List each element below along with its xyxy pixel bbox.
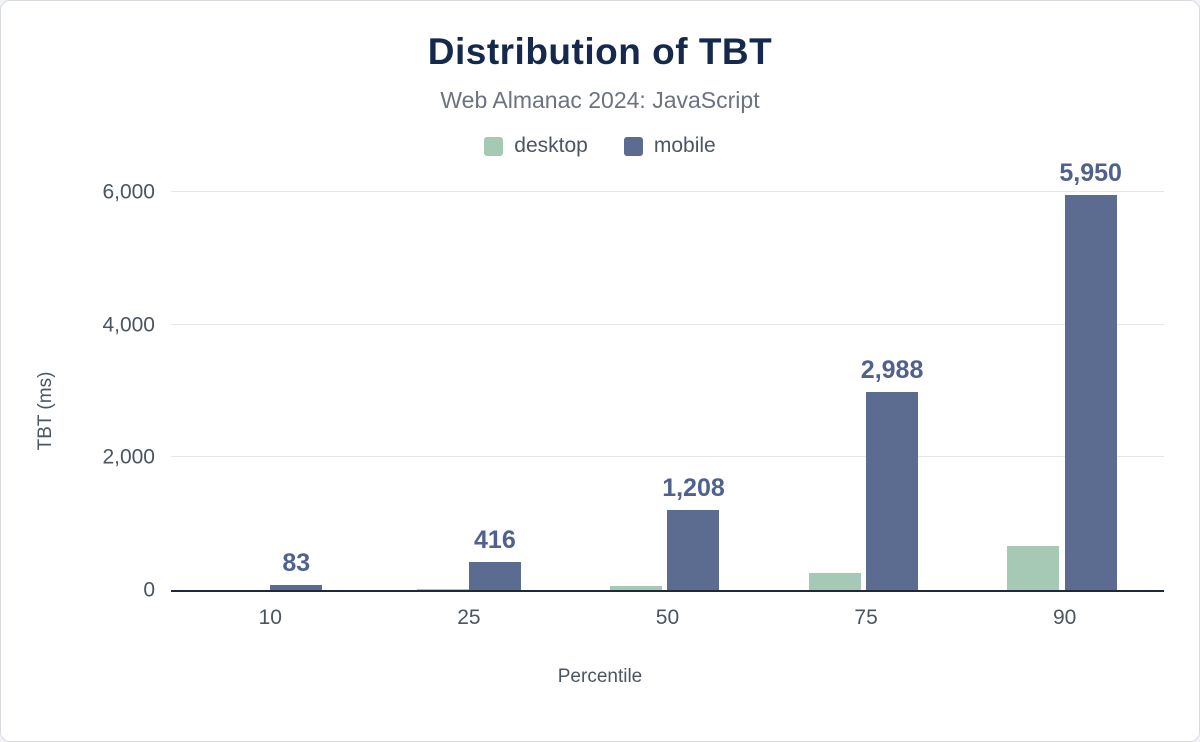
legend-item-mobile[interactable]: mobile: [623, 134, 716, 158]
mobile-bar-col: 2,988: [860, 192, 924, 590]
gridline: [171, 323, 1164, 325]
bar-group-p10: 83: [171, 192, 370, 590]
x-tick-label: 50: [655, 606, 680, 629]
chart-area: TBT (ms) 0 2,000 4,000 6,000 83 416 1,208 2,98…: [35, 161, 1164, 630]
desktop-bar[interactable]: [610, 585, 663, 590]
mobile-bar[interactable]: [270, 584, 323, 590]
bar-group-p50: 1,208: [568, 192, 767, 590]
mobile-bar[interactable]: [468, 562, 521, 590]
mobile-value-label: 5,950: [1059, 159, 1122, 188]
y-tick-label: 0: [143, 578, 155, 602]
bar-group-p75: 2,988: [767, 192, 966, 590]
mobile-bar[interactable]: [866, 391, 919, 590]
gridline: [171, 456, 1164, 458]
legend-label: mobile: [653, 134, 716, 157]
y-ticks: 0 2,000 4,000 6,000: [35, 182, 155, 601]
y-tick-label: 2,000: [102, 445, 155, 469]
legend: desktop mobile: [1, 134, 1199, 158]
mobile-value-label: 416: [474, 526, 516, 555]
desktop-bar-col: [1007, 192, 1060, 590]
mobile-bar[interactable]: [1064, 195, 1117, 590]
mobile-bar[interactable]: [667, 509, 720, 590]
desktop-bar-col: [610, 192, 663, 590]
x-tick-label: 10: [258, 606, 282, 629]
x-tick-label: 90: [1052, 606, 1077, 629]
desktop-bar[interactable]: [808, 573, 861, 590]
desktop-swatch-icon: [484, 136, 504, 156]
mobile-bar-col: 5,950: [1059, 161, 1122, 590]
mobile-swatch-icon: [623, 136, 643, 156]
y-tick-label: 6,000: [102, 180, 155, 204]
bar-group-p25: 416: [370, 192, 569, 590]
x-ticks: 10 25 50 75 90: [171, 606, 1164, 630]
x-tick-label: 25: [457, 606, 481, 629]
mobile-value-label: 83: [282, 548, 311, 577]
chart-title: Distribution of TBT: [427, 31, 773, 72]
desktop-bar-col: [416, 192, 469, 590]
plot-area: 0 2,000 4,000 6,000 83 416 1,208 2,988 5,950: [102, 161, 1164, 601]
legend-item-desktop[interactable]: desktop: [484, 134, 588, 158]
gridline: [171, 191, 1164, 192]
mobile-bar-col: 416: [468, 192, 521, 590]
chart-subtitle: Web Almanac 2024: JavaScript: [440, 87, 760, 113]
x-tick-label: 75: [854, 606, 878, 629]
bar-group-p90: 5,950: [965, 161, 1164, 590]
mobile-bar-col: 83: [270, 192, 323, 590]
desktop-bar[interactable]: [1007, 545, 1060, 590]
mobile-bar-col: 1,208: [662, 192, 725, 590]
y-tick-label: 4,000: [102, 313, 155, 337]
desktop-bar-col: [218, 192, 270, 590]
bar-groups: 83 416 1,208 2,988 5,950: [171, 161, 1164, 590]
desktop-bar-col: [808, 192, 861, 590]
x-axis-title: Percentile: [557, 666, 643, 687]
mobile-value-label: 2,988: [860, 355, 924, 384]
legend-label: desktop: [514, 134, 588, 157]
desktop-bar[interactable]: [416, 589, 469, 590]
mobile-value-label: 1,208: [662, 473, 725, 502]
